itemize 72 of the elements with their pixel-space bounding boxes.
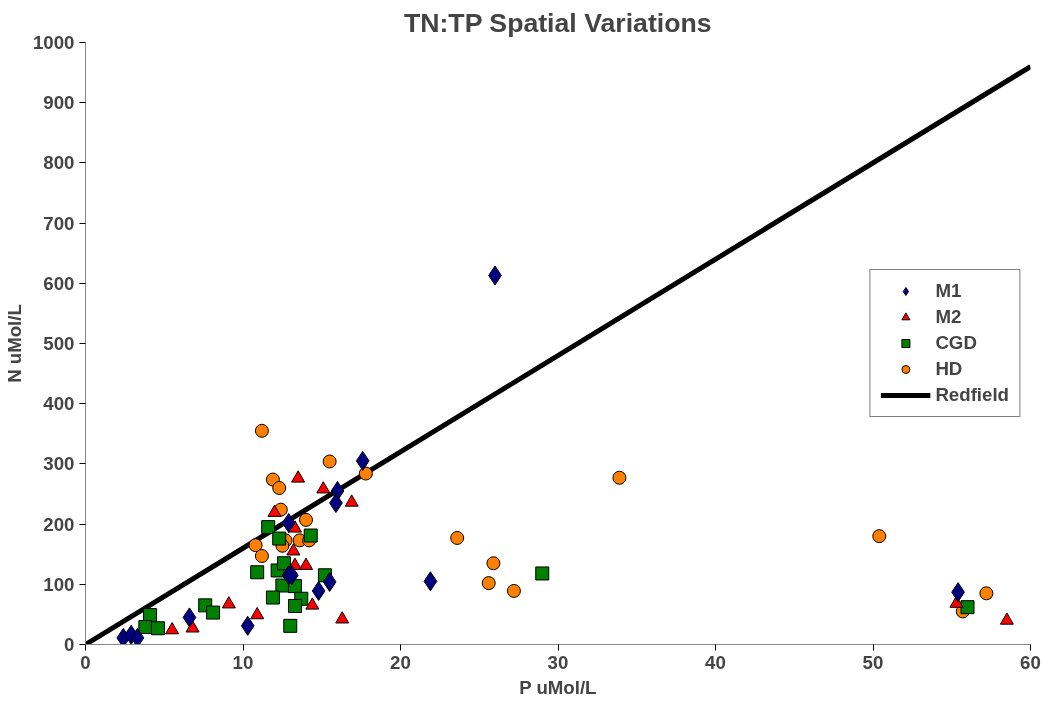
x-tick-label: 40 <box>705 651 726 673</box>
y-tick-label: 200 <box>43 513 75 535</box>
legend-label: CGD <box>935 332 977 354</box>
y-tick-label: 300 <box>43 453 75 475</box>
point <box>303 528 318 543</box>
point <box>165 622 180 635</box>
point <box>291 470 306 483</box>
point <box>283 618 298 633</box>
legend-label: M2 <box>935 306 962 328</box>
point <box>267 504 282 517</box>
x-tick-label: 10 <box>232 651 254 673</box>
legend-label: Redfield <box>935 384 1009 406</box>
chart-title: TN:TP Spatial Variations <box>403 7 712 38</box>
point <box>423 571 438 592</box>
x-tick-label: 60 <box>1020 651 1041 673</box>
point <box>150 621 165 636</box>
y-tick-label: 800 <box>43 152 75 174</box>
point <box>316 481 331 494</box>
x-tick-label: 50 <box>862 651 884 673</box>
y-tick-label: 700 <box>43 212 75 234</box>
point <box>999 612 1014 625</box>
point <box>248 538 263 553</box>
point <box>358 466 373 481</box>
x-tick-label: 0 <box>80 651 91 673</box>
point <box>355 450 370 471</box>
point <box>335 611 350 624</box>
point <box>206 605 221 620</box>
point <box>261 520 276 535</box>
point <box>272 480 287 495</box>
point <box>311 580 326 601</box>
point <box>299 512 313 527</box>
point <box>344 494 359 507</box>
point <box>250 607 265 620</box>
y-axis-title: N uMol/L <box>4 304 25 383</box>
point <box>281 512 296 533</box>
legend-label: M1 <box>935 280 962 302</box>
point <box>481 576 496 591</box>
point <box>322 454 337 469</box>
y-tick-label: 600 <box>43 272 75 294</box>
x-tick-label: 20 <box>390 651 411 673</box>
point <box>305 597 320 610</box>
point <box>221 596 236 609</box>
y-tick-label: 100 <box>43 573 75 595</box>
x-tick-label: 30 <box>547 651 569 673</box>
x-axis-title: P uMol/L <box>519 676 597 698</box>
legend-label: HD <box>935 358 963 380</box>
point <box>254 549 269 563</box>
point <box>450 530 465 545</box>
y-tick-label: 0 <box>64 634 75 655</box>
point <box>287 598 302 613</box>
point <box>240 615 255 636</box>
point <box>535 566 550 581</box>
point <box>130 627 145 645</box>
point <box>250 565 265 580</box>
point <box>322 571 337 592</box>
point <box>612 470 627 485</box>
point <box>506 583 521 598</box>
point <box>979 586 994 601</box>
point <box>272 531 287 546</box>
y-tick-label: 1000 <box>33 32 75 53</box>
point <box>265 590 280 605</box>
point <box>254 423 269 438</box>
point <box>276 556 291 571</box>
point <box>872 529 887 544</box>
point <box>299 557 313 570</box>
y-tick-label: 400 <box>43 393 75 415</box>
point <box>182 607 197 628</box>
point <box>960 600 975 615</box>
point <box>486 556 501 571</box>
y-tick-label: 500 <box>43 333 75 354</box>
y-tick-label: 900 <box>43 92 75 114</box>
point <box>286 543 301 556</box>
